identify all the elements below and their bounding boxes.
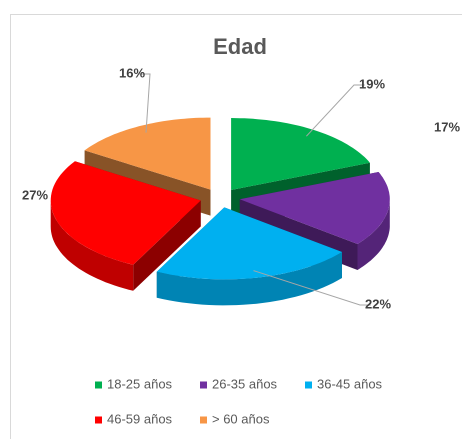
legend-label: 46-59 años	[107, 411, 173, 426]
legend-marker	[200, 381, 207, 389]
slice	[156, 207, 342, 280]
data-label: 22%	[365, 296, 391, 311]
leader-line	[306, 84, 365, 137]
slice	[239, 172, 390, 244]
leader-line	[139, 73, 151, 133]
slice-side	[357, 199, 390, 270]
slice	[50, 161, 201, 265]
legend-marker	[95, 381, 102, 389]
slice	[84, 117, 211, 190]
data-label: 16%	[119, 65, 145, 80]
leader-line	[253, 270, 371, 306]
legend-label: > 60 años	[212, 411, 270, 426]
data-label: 19%	[359, 76, 385, 91]
legend-marker	[95, 416, 102, 424]
legend-label: 18-25 años	[107, 376, 173, 391]
data-label: 27%	[22, 187, 48, 202]
data-label: 17%	[434, 119, 460, 134]
slice	[231, 118, 370, 190]
slice-wall	[133, 200, 201, 291]
legend-marker	[305, 381, 312, 389]
legend-marker	[200, 416, 207, 424]
slice-side	[50, 200, 134, 291]
chart-title: Edad	[213, 34, 267, 59]
slice-side	[156, 252, 342, 306]
legend-label: 26-35 años	[212, 376, 278, 391]
legend-label: 36-45 años	[317, 376, 383, 391]
